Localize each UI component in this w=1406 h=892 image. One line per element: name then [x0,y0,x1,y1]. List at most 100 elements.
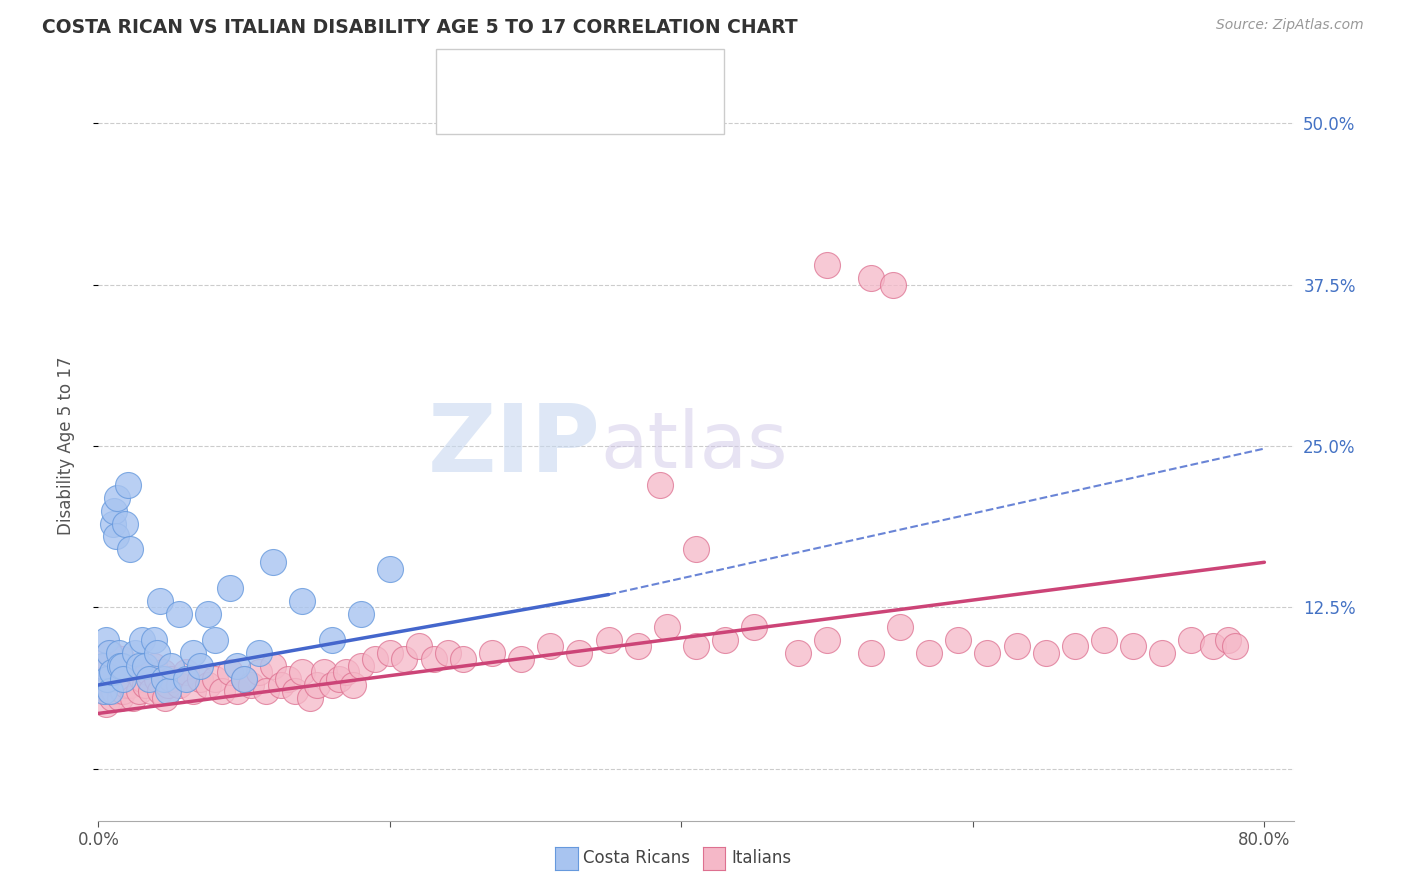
Point [1152,646,1174,660]
Point [948,632,970,647]
Point [111,652,134,666]
Point [110,690,132,705]
Point [815,258,838,272]
Point [437,646,460,660]
Point [139,684,162,698]
Point [101,672,124,686]
Point [155,690,177,705]
Point [787,646,810,660]
Point [131,672,153,686]
Point [100,690,122,705]
Point [145,646,167,660]
Point [105,491,128,505]
Point [225,658,247,673]
Point [120,542,142,557]
Point [124,646,146,660]
Point [284,684,307,698]
Point [103,684,125,698]
Point [291,594,314,608]
Point [342,678,364,692]
Point [181,646,204,660]
Point [204,672,226,686]
Point [98,684,121,698]
Point [197,678,219,692]
Point [254,684,277,698]
Point [1180,632,1202,647]
Point [648,477,671,491]
Point [134,658,156,673]
Point [93,684,115,698]
Point [815,632,838,647]
Point [481,646,503,660]
Text: Source: ZipAtlas.com: Source: ZipAtlas.com [1216,18,1364,32]
Point [157,684,180,698]
Point [685,639,707,653]
Text: R =  0.362   N = 98: R = 0.362 N = 98 [488,100,650,118]
Point [889,620,911,634]
Point [247,646,270,660]
Point [270,678,292,692]
Point [262,555,284,569]
Point [160,658,183,673]
Point [328,672,350,686]
Point [98,646,121,660]
Point [1092,632,1115,647]
Point [240,678,263,692]
Y-axis label: Disability Age 5 to 17: Disability Age 5 to 17 [56,357,75,535]
Point [510,652,533,666]
Point [108,665,131,679]
Text: Italians: Italians [731,849,792,867]
Point [91,658,114,673]
Text: R =  0.183   N = 44: R = 0.183 N = 44 [488,70,650,87]
Point [94,632,117,647]
Text: Costa Ricans: Costa Ricans [583,849,690,867]
Point [157,678,180,692]
Point [117,672,139,686]
Point [568,646,591,660]
Point [105,678,128,692]
Point [291,665,314,679]
Text: ZIP: ZIP [427,400,600,492]
Point [108,646,131,660]
Point [225,684,247,698]
Point [93,672,115,686]
Point [125,665,148,679]
Point [218,581,240,595]
Point [181,684,204,698]
Point [976,646,998,660]
Point [142,658,165,673]
Point [174,665,197,679]
Point [277,672,299,686]
Point [1216,632,1239,647]
Point [422,652,444,666]
Point [96,672,118,686]
Point [136,665,159,679]
Point [100,665,122,679]
Point [364,652,387,666]
Point [114,516,136,531]
Point [152,665,174,679]
Point [174,672,197,686]
Point [1202,639,1225,653]
Point [110,658,132,673]
Point [350,658,373,673]
Point [655,620,678,634]
Point [197,607,219,621]
Point [111,658,134,673]
Point [153,672,176,686]
Point [685,542,707,557]
Point [145,672,167,686]
Point [218,665,240,679]
Point [314,665,336,679]
Point [1005,639,1028,653]
Point [112,684,135,698]
Point [298,690,321,705]
Point [321,678,343,692]
Point [120,678,142,692]
Point [101,516,124,531]
Point [134,678,156,692]
Point [138,672,160,686]
Point [378,646,401,660]
Point [627,639,650,653]
Point [96,658,118,673]
